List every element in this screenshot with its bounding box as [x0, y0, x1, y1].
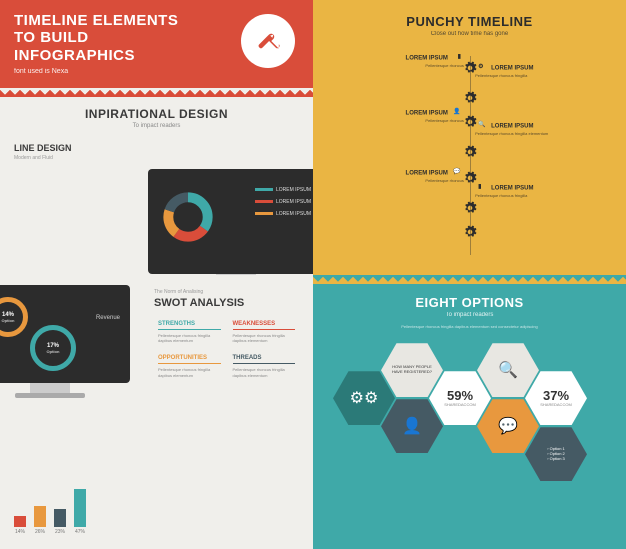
swot-pretitle: The Norm of Analising: [154, 289, 299, 295]
monitor-donut: LOREM IPSUMLOREM IPSUMLOREM IPSUM: [148, 169, 313, 275]
monitor-rings: 14%Option17%Option Revenue: [0, 285, 130, 405]
swot-grid: STRENGTHSPellentesque rhoncus fringilla …: [154, 317, 299, 382]
tools-badge-icon: [241, 14, 295, 68]
hexagon: ⚙⚙: [333, 371, 395, 425]
swot-cell: WEAKNESSESPellentesque rhoncus fringilla…: [229, 317, 300, 347]
hexagon: 👤: [381, 399, 443, 453]
section-subtitle: To impact readers: [14, 123, 299, 129]
panel-eight-options: EIGHT OPTIONS To impact readers Pellente…: [313, 275, 626, 549]
user-icon: 👤: [402, 416, 422, 436]
search-icon: 🔍: [498, 360, 518, 380]
timeline-item: ⚙LOREM IPSUMPellentesque rhoncus fringil…: [475, 63, 605, 79]
bar: 26%: [34, 506, 46, 535]
hexagon: › Option 1› Option 2› Option 3: [525, 427, 587, 481]
bar: 14%: [14, 516, 26, 535]
timeline-item: LOREM IPSUM👤Pellentesque rhoncus: [334, 108, 464, 124]
gear-icon: [463, 225, 477, 239]
chat-icon: 💬: [451, 168, 461, 178]
revenue-label: Revenue: [96, 315, 120, 321]
gear-icon: [463, 201, 477, 215]
timeline-item: LOREM IPSUM▮Pellentesque rhoncus: [334, 53, 464, 69]
panel-header-inspirational: TIMELINE ELEMENTS TO BUILD INFOGRAPHICS …: [0, 0, 313, 275]
hexagon: 59%SHAREDACCOM: [429, 371, 491, 425]
phone-icon: ▮: [451, 53, 461, 63]
zigzag-divider: [0, 87, 313, 97]
gear-icon: [463, 145, 477, 159]
swot-cell: STRENGTHSPellentesque rhoncus fringilla …: [154, 317, 225, 347]
user-icon: 👤: [451, 108, 461, 118]
timeline-items: LOREM IPSUM▮Pellentesque rhoncus⚙LOREM I…: [329, 53, 610, 243]
stat-ring: 14%Option: [0, 297, 28, 337]
swot-cell: OPPORTUNITIESPellentesque rhoncus fringi…: [154, 351, 225, 381]
bar: 47%: [74, 489, 86, 535]
punchy-title: PUNCHY TIMELINE: [329, 14, 610, 29]
search-icon: 🔍: [478, 121, 488, 131]
punchy-subtitle: Close out how time has gone: [329, 31, 610, 37]
swot-title: SWOT ANALYSIS: [154, 297, 299, 309]
gear-icon: ⚙: [478, 63, 488, 73]
timeline-item: ▮LOREM IPSUMPellentesque rhoncus fringil…: [475, 183, 605, 199]
gear-icon: [463, 91, 477, 105]
zigzag-top: [313, 275, 626, 284]
hexagon: 💬: [477, 399, 539, 453]
section-title: INPIRATIONAL DESIGN: [14, 107, 299, 121]
eight-title: EIGHT OPTIONS: [329, 295, 610, 310]
swot-cell: THREADSPellentesque rhoncus fringilla da…: [229, 351, 300, 381]
gears-icon: ⚙⚙: [350, 388, 379, 408]
eight-desc: Pellentesque rhoncus fringilla dapibus e…: [329, 324, 610, 329]
font-note: font used is Nexa: [14, 68, 299, 75]
timeline-item: 🔍LOREM IPSUMPellentesque rhoncus fringil…: [475, 121, 605, 137]
panel-swot: 14%Option17%Option Revenue The Norm of An…: [0, 275, 313, 549]
line-design-sub: Modern and Fluid: [14, 155, 299, 161]
hexagon: HOW MANY PEOPLE HAVE REGISTERED?: [381, 343, 443, 397]
panel-punchy-timeline: PUNCHY TIMELINE Close out how time has g…: [313, 0, 626, 275]
stat-ring: 17%Option: [30, 325, 76, 371]
chat-icon: 💬: [498, 416, 518, 436]
hexagon-grid: ⚙⚙HOW MANY PEOPLE HAVE REGISTERED? 👤 59%SH…: [329, 343, 610, 493]
donut-chart: [162, 191, 214, 243]
timeline-item: LOREM IPSUM💬Pellentesque rhoncus: [334, 168, 464, 184]
donut-legend: LOREM IPSUMLOREM IPSUMLOREM IPSUM: [255, 187, 311, 223]
person-icon: ▮: [478, 183, 488, 193]
bar-chart-bl: 14% 26% 23% 47%: [14, 489, 86, 535]
hexagon: 🔍: [477, 343, 539, 397]
line-design-title: LINE DESIGN: [14, 143, 299, 153]
bar: 23%: [54, 509, 66, 535]
hexagon: 37%SHAREDACCOM: [525, 371, 587, 425]
eight-subtitle: To impact readers: [329, 312, 610, 318]
red-header: TIMELINE ELEMENTS TO BUILD INFOGRAPHICS …: [0, 0, 313, 88]
